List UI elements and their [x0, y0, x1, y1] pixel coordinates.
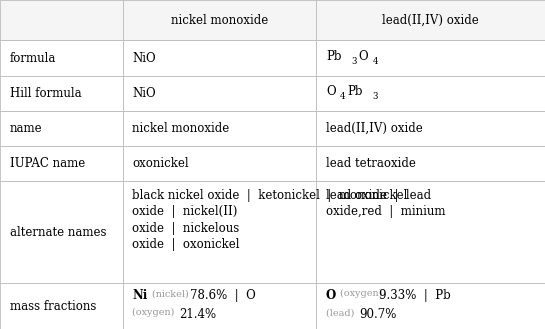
Bar — [123, 76, 316, 111]
Bar — [0, 111, 123, 146]
Bar — [123, 146, 316, 181]
Text: NiO: NiO — [132, 87, 156, 100]
Bar — [0, 146, 123, 181]
Text: alternate names: alternate names — [10, 226, 106, 239]
Text: Pb: Pb — [326, 50, 341, 63]
Bar — [0, 283, 123, 329]
Bar — [0, 40, 123, 76]
Text: 3: 3 — [373, 92, 378, 101]
Text: lead oxide  |  lead
oxide,red  |  minium: lead oxide | lead oxide,red | minium — [326, 189, 445, 218]
Bar — [0, 0, 123, 40]
Bar — [123, 40, 316, 76]
Text: O: O — [326, 289, 336, 302]
Text: Hill formula: Hill formula — [10, 87, 81, 100]
Text: Pb: Pb — [348, 85, 363, 98]
Text: (nickel): (nickel) — [149, 289, 191, 298]
Text: name: name — [10, 122, 43, 135]
Text: 9.33%  |  Pb: 9.33% | Pb — [379, 289, 451, 302]
Text: lead(II,IV) oxide: lead(II,IV) oxide — [382, 14, 479, 27]
Bar — [123, 283, 316, 329]
Bar — [0, 181, 123, 283]
Text: 90.7%: 90.7% — [360, 308, 397, 321]
Bar — [123, 0, 316, 40]
Text: lead tetraoxide: lead tetraoxide — [326, 157, 416, 170]
Text: nickel monoxide: nickel monoxide — [171, 14, 268, 27]
Text: O: O — [359, 50, 368, 63]
Text: 4: 4 — [340, 92, 345, 101]
Bar — [316, 76, 545, 111]
Bar — [316, 283, 545, 329]
Text: O: O — [326, 85, 336, 98]
Text: (lead): (lead) — [326, 308, 358, 317]
Bar — [0, 76, 123, 111]
Text: (oxygen): (oxygen) — [337, 289, 385, 298]
Bar — [316, 146, 545, 181]
Text: Ni: Ni — [132, 289, 148, 302]
Text: oxonickel: oxonickel — [132, 157, 189, 170]
Text: 78.6%  |  O: 78.6% | O — [190, 289, 256, 302]
Bar — [123, 181, 316, 283]
Bar — [316, 0, 545, 40]
Text: lead(II,IV) oxide: lead(II,IV) oxide — [326, 122, 423, 135]
Bar — [316, 111, 545, 146]
Bar — [316, 181, 545, 283]
Text: NiO: NiO — [132, 52, 156, 64]
Bar — [316, 40, 545, 76]
Text: nickel monoxide: nickel monoxide — [132, 122, 229, 135]
Text: mass fractions: mass fractions — [10, 300, 96, 313]
Text: 3: 3 — [351, 57, 356, 66]
Text: 21.4%: 21.4% — [179, 308, 216, 321]
Text: 4: 4 — [373, 57, 378, 66]
Text: IUPAC name: IUPAC name — [10, 157, 85, 170]
Text: formula: formula — [10, 52, 56, 64]
Text: (oxygen): (oxygen) — [132, 308, 178, 317]
Text: black nickel oxide  |  ketonickel  |  mononickel
oxide  |  nickel(II)
oxide  |  : black nickel oxide | ketonickel | mononi… — [132, 189, 408, 251]
Bar — [123, 111, 316, 146]
